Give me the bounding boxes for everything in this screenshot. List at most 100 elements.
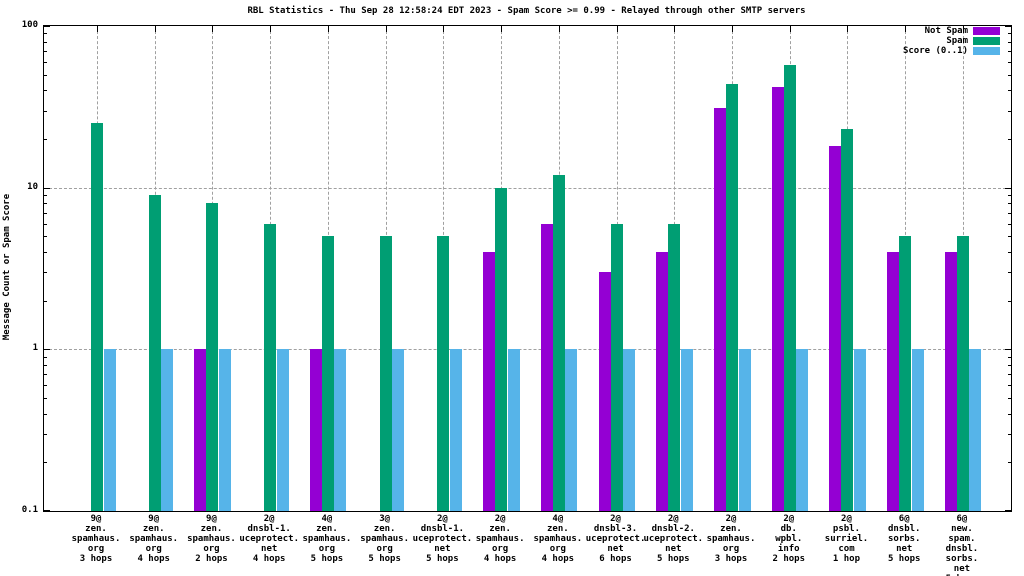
x-category-label: 3@ zen. spamhaus. org 5 hops xyxy=(360,514,410,564)
x-category-label: 2@ zen. spamhaus. org 3 hops xyxy=(706,514,756,564)
y-minor-tick xyxy=(1008,139,1011,140)
y-minor-tick xyxy=(44,462,47,464)
chart-title: RBL Statistics - Thu Sep 28 12:58:24 EDT… xyxy=(247,6,806,16)
y-major-tick xyxy=(1005,187,1011,189)
x-category-label: 2@ dnsbl-2. uceprotect. net 5 hops xyxy=(643,514,704,564)
y-minor-tick xyxy=(1008,385,1011,387)
y-tick-label: 0.1 xyxy=(21,505,38,515)
x-category-label: 2@ zen. spamhaus. org 4 hops xyxy=(475,514,525,564)
bar-spam-13 xyxy=(841,129,854,511)
y-minor-tick xyxy=(44,223,47,225)
plot-area xyxy=(43,25,1012,512)
y-minor-tick xyxy=(1008,300,1011,302)
x-category-label: 6@ new. spam. dnsbl. sorbs. net 5 hops xyxy=(945,514,979,576)
bar-spam-4 xyxy=(321,236,334,511)
y-minor-tick xyxy=(1008,433,1011,435)
y-minor-tick xyxy=(44,110,47,112)
y-major-tick xyxy=(44,510,50,511)
y-major-tick xyxy=(1005,26,1011,27)
bar-spam-7 xyxy=(495,187,508,511)
y-minor-tick xyxy=(1008,365,1011,366)
x-category-label: 2@ db. wpbl. info 2 hops xyxy=(772,514,806,564)
y-minor-tick xyxy=(1008,374,1011,376)
bar-score-0-1-13 xyxy=(853,349,866,511)
bar-score-0-1-2 xyxy=(218,349,231,511)
y-minor-tick xyxy=(44,365,47,366)
y-minor-tick xyxy=(44,203,47,205)
y-minor-tick xyxy=(44,300,47,302)
bar-score-0-1-12 xyxy=(796,349,809,511)
bar-spam-0 xyxy=(91,123,103,511)
legend-label: Not Spam xyxy=(924,26,968,36)
x-tick xyxy=(212,26,214,32)
bar-not-spam-15 xyxy=(944,252,957,511)
legend: Not Spam Spam Score (0..1) xyxy=(903,26,1000,56)
x-tick xyxy=(385,26,387,32)
x-category-label: 2@ dnsbl-3. uceprotect. net 6 hops xyxy=(585,514,646,564)
y-minor-tick xyxy=(1008,90,1011,92)
y-minor-tick xyxy=(44,195,47,197)
bar-not-spam-10 xyxy=(656,252,669,511)
bar-not-spam-8 xyxy=(540,223,553,511)
bar-spam-5 xyxy=(379,236,392,511)
y-major-tick xyxy=(44,349,50,351)
bar-spam-10 xyxy=(668,223,681,511)
bar-score-0-1-10 xyxy=(680,349,693,511)
bar-score-0-1-7 xyxy=(507,349,520,511)
bar-score-0-1-11 xyxy=(738,349,751,511)
y-minor-tick xyxy=(1008,51,1011,53)
y-minor-tick xyxy=(1008,272,1011,274)
x-tick xyxy=(558,26,560,32)
bar-score-0-1-14 xyxy=(911,349,924,511)
bar-score-0-1-8 xyxy=(565,349,578,511)
legend-swatch-spam xyxy=(973,37,1000,45)
x-tick xyxy=(905,26,907,32)
bar-spam-11 xyxy=(726,83,739,511)
x-tick xyxy=(847,26,849,32)
bar-spam-3 xyxy=(264,223,277,511)
bar-not-spam-14 xyxy=(887,252,900,511)
y-minor-tick xyxy=(1008,110,1011,112)
x-tick xyxy=(732,26,734,32)
x-tick xyxy=(443,26,445,32)
y-tick-label: 100 xyxy=(21,20,38,30)
bar-score-0-1-3 xyxy=(276,349,289,511)
x-tick xyxy=(97,26,98,32)
bar-score-0-1-5 xyxy=(392,349,405,511)
y-minor-tick xyxy=(44,139,47,140)
x-tick xyxy=(962,26,964,32)
y-minor-tick xyxy=(44,433,47,435)
bar-spam-1 xyxy=(148,195,161,511)
y-major-tick xyxy=(1005,349,1011,351)
x-category-label: 9@ zen. spamhaus. org 3 hops xyxy=(71,514,121,564)
x-category-label: 2@ dnsbl-1. uceprotect. net 5 hops xyxy=(412,514,473,564)
bar-not-spam-4 xyxy=(309,349,322,511)
y-minor-tick xyxy=(1008,74,1011,76)
legend-label: Spam xyxy=(946,36,968,46)
bar-spam-2 xyxy=(206,203,219,511)
y-minor-tick xyxy=(44,41,47,43)
y-minor-tick xyxy=(1008,212,1011,214)
x-category-label: 2@ psbl. surriel. com 1 hop xyxy=(824,514,869,564)
bar-spam-12 xyxy=(783,65,796,511)
bar-score-0-1-6 xyxy=(449,349,462,511)
bar-score-0-1-15 xyxy=(969,349,982,511)
y-minor-tick xyxy=(1008,252,1011,253)
y-minor-tick xyxy=(1008,462,1011,464)
y-minor-tick xyxy=(44,385,47,387)
y-tick-label: 10 xyxy=(27,181,38,192)
x-category-label: 9@ zen. spamhaus. org 2 hops xyxy=(187,514,236,564)
y-minor-tick xyxy=(1008,236,1011,238)
x-category-label: 9@ zen. spamhaus. org 4 hops xyxy=(129,514,179,564)
bar-spam-6 xyxy=(437,236,450,511)
bar-not-spam-13 xyxy=(829,146,842,511)
bar-score-0-1-9 xyxy=(623,349,636,511)
y-minor-tick xyxy=(44,413,47,415)
bar-not-spam-7 xyxy=(483,252,496,511)
y-minor-tick xyxy=(1008,61,1011,63)
bar-not-spam-11 xyxy=(714,108,727,511)
y-axis-title: Message Count or Spam Score xyxy=(2,193,12,341)
legend-row: Score (0..1) xyxy=(903,46,1000,56)
x-tick xyxy=(270,26,272,32)
